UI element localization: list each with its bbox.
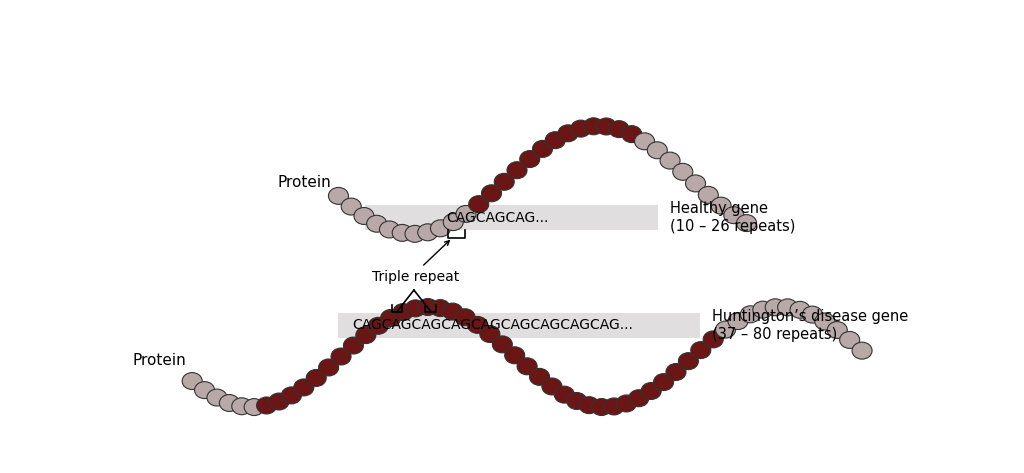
- Ellipse shape: [678, 353, 698, 369]
- Ellipse shape: [418, 298, 438, 315]
- Ellipse shape: [507, 162, 527, 179]
- Ellipse shape: [456, 205, 476, 222]
- Ellipse shape: [736, 215, 757, 232]
- Text: CAGCAGCAG...: CAGCAGCAG...: [445, 210, 548, 225]
- Ellipse shape: [392, 224, 413, 241]
- Ellipse shape: [442, 303, 463, 320]
- Ellipse shape: [635, 133, 654, 150]
- Ellipse shape: [505, 347, 524, 364]
- Ellipse shape: [231, 398, 252, 415]
- Ellipse shape: [443, 214, 463, 230]
- Ellipse shape: [724, 207, 743, 224]
- Ellipse shape: [803, 306, 822, 323]
- Ellipse shape: [529, 368, 550, 385]
- Ellipse shape: [716, 321, 735, 338]
- Ellipse shape: [406, 300, 425, 317]
- Ellipse shape: [703, 331, 723, 348]
- Ellipse shape: [517, 358, 538, 375]
- Ellipse shape: [827, 322, 847, 339]
- Text: CAGCAGCAGCAGCAGCAGCAGCAGCAG...: CAGCAGCAGCAGCAGCAGCAGCAGCAG...: [352, 318, 633, 333]
- Ellipse shape: [673, 163, 693, 180]
- Ellipse shape: [622, 126, 642, 143]
- Ellipse shape: [604, 398, 624, 415]
- Ellipse shape: [294, 379, 313, 396]
- Ellipse shape: [244, 399, 264, 416]
- Ellipse shape: [698, 186, 718, 203]
- Ellipse shape: [257, 397, 276, 414]
- Ellipse shape: [542, 378, 562, 395]
- Ellipse shape: [269, 393, 289, 410]
- Ellipse shape: [381, 309, 400, 326]
- Ellipse shape: [791, 301, 810, 318]
- Ellipse shape: [777, 299, 798, 316]
- Ellipse shape: [182, 373, 202, 390]
- Text: Protein: Protein: [132, 353, 186, 368]
- Ellipse shape: [404, 225, 425, 242]
- Ellipse shape: [469, 196, 488, 213]
- Ellipse shape: [493, 336, 512, 353]
- Ellipse shape: [306, 369, 327, 386]
- Ellipse shape: [455, 309, 475, 326]
- Ellipse shape: [354, 208, 374, 225]
- Ellipse shape: [329, 187, 348, 204]
- Text: Triple repeat: Triple repeat: [372, 270, 459, 284]
- Ellipse shape: [195, 382, 215, 399]
- Ellipse shape: [480, 325, 500, 342]
- Ellipse shape: [728, 313, 748, 330]
- Ellipse shape: [343, 337, 364, 354]
- Ellipse shape: [418, 224, 437, 241]
- Ellipse shape: [369, 317, 388, 334]
- Ellipse shape: [545, 131, 565, 149]
- Ellipse shape: [753, 301, 773, 318]
- Ellipse shape: [647, 142, 668, 159]
- Bar: [339, 313, 700, 338]
- Ellipse shape: [468, 316, 487, 333]
- Ellipse shape: [318, 359, 339, 376]
- Ellipse shape: [532, 140, 553, 158]
- Ellipse shape: [331, 348, 351, 365]
- Ellipse shape: [207, 389, 227, 406]
- Ellipse shape: [765, 299, 785, 316]
- Ellipse shape: [629, 390, 649, 407]
- Ellipse shape: [554, 386, 574, 403]
- Ellipse shape: [570, 120, 591, 137]
- Ellipse shape: [495, 173, 514, 190]
- Ellipse shape: [580, 397, 599, 413]
- Ellipse shape: [641, 383, 662, 400]
- Ellipse shape: [592, 399, 611, 415]
- Ellipse shape: [609, 121, 629, 138]
- Ellipse shape: [481, 185, 502, 202]
- Ellipse shape: [282, 387, 301, 404]
- Ellipse shape: [711, 197, 731, 214]
- Ellipse shape: [596, 118, 616, 135]
- Text: Protein: Protein: [278, 175, 331, 190]
- Ellipse shape: [367, 215, 387, 232]
- Ellipse shape: [840, 332, 860, 349]
- Ellipse shape: [691, 342, 711, 359]
- Ellipse shape: [685, 175, 706, 192]
- Ellipse shape: [430, 220, 451, 237]
- Ellipse shape: [616, 395, 636, 412]
- Ellipse shape: [430, 299, 451, 316]
- Ellipse shape: [740, 306, 761, 323]
- Ellipse shape: [520, 150, 540, 167]
- Ellipse shape: [815, 313, 835, 330]
- Ellipse shape: [219, 394, 240, 412]
- Ellipse shape: [355, 327, 376, 343]
- Ellipse shape: [341, 198, 361, 215]
- Ellipse shape: [393, 304, 413, 321]
- Bar: [366, 205, 658, 230]
- Ellipse shape: [852, 342, 872, 359]
- Ellipse shape: [660, 152, 680, 169]
- Ellipse shape: [666, 364, 686, 380]
- Ellipse shape: [566, 393, 587, 410]
- Ellipse shape: [380, 221, 399, 238]
- Ellipse shape: [558, 125, 578, 142]
- Text: Huntington’s disease gene
(37 – 80 repeats): Huntington’s disease gene (37 – 80 repea…: [712, 309, 908, 342]
- Ellipse shape: [584, 118, 603, 135]
- Ellipse shape: [653, 374, 674, 391]
- Text: Healthy gene
(10 – 26 repeats): Healthy gene (10 – 26 repeats): [670, 201, 795, 234]
